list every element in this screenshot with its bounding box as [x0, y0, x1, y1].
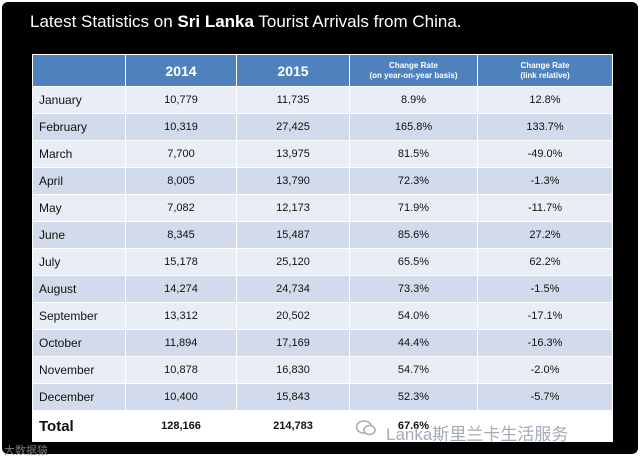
change-yoy-cell: 73.3% [349, 275, 478, 303]
change-link-cell: 62.2% [477, 248, 613, 276]
value-2014-cell: 10,779 [125, 86, 237, 114]
total-change-link-cell [477, 410, 613, 442]
header-2014: 2014 [125, 54, 237, 87]
month-cell: November [32, 356, 126, 384]
value-2014-cell: 10,878 [125, 356, 237, 384]
title-suffix: Tourist Arrivals from China. [258, 12, 462, 31]
value-2014-cell: 11,894 [125, 329, 237, 357]
table-row: July 15,178 25,120 65.5% 62.2% [32, 248, 613, 276]
slide-title: Latest Statistics on Sri Lanka Tourist A… [30, 12, 462, 32]
table-row: December 10,400 15,843 52.3% -5.7% [32, 383, 613, 411]
value-2015-cell: 24,734 [236, 275, 350, 303]
month-cell: June [32, 221, 126, 249]
table-row: March 7,700 13,975 81.5% -49.0% [32, 140, 613, 168]
wechat-logo-icon [355, 420, 376, 436]
month-cell: October [32, 329, 126, 357]
header-change-yoy-line2: (on year-on-year basis) [369, 70, 458, 80]
change-yoy-cell: 71.9% [349, 194, 478, 222]
value-2015-cell: 15,487 [236, 221, 350, 249]
change-link-cell: -49.0% [477, 140, 613, 168]
watermark-small: 大数据猿 [4, 445, 48, 457]
value-2015-cell: 11,735 [236, 86, 350, 114]
value-2015-cell: 13,975 [236, 140, 350, 168]
change-link-cell: 27.2% [477, 221, 613, 249]
value-2014-cell: 8,005 [125, 167, 237, 195]
change-yoy-cell: 52.3% [349, 383, 478, 411]
change-link-cell: -16.3% [477, 329, 613, 357]
header-month [32, 54, 126, 87]
header-change-link-line2: (link relative) [520, 70, 570, 80]
change-yoy-cell: 81.5% [349, 140, 478, 168]
value-2015-cell: 16,830 [236, 356, 350, 384]
change-link-cell: -11.7% [477, 194, 613, 222]
change-link-cell: -5.7% [477, 383, 613, 411]
value-2014-cell: 15,178 [125, 248, 237, 276]
value-2015-cell: 12,173 [236, 194, 350, 222]
change-yoy-cell: 85.6% [349, 221, 478, 249]
change-link-cell: -1.5% [477, 275, 613, 303]
table-row: September 13,312 20,502 54.0% -17.1% [32, 302, 613, 330]
watermark-text: Lanka斯里兰卡生活服务 [386, 425, 569, 444]
total-value-2014-cell: 128,166 [125, 410, 237, 442]
change-yoy-cell: 54.0% [349, 302, 478, 330]
month-cell: May [32, 194, 126, 222]
header-change-link: Change Rate (link relative) [477, 54, 613, 87]
month-cell: January [32, 86, 126, 114]
table-row: August 14,274 24,734 73.3% -1.5% [32, 275, 613, 303]
change-yoy-cell: 8.9% [349, 86, 478, 114]
table-header-row: 2014 2015 Change Rate (on year-on-year b… [32, 54, 613, 87]
table-row: May 7,082 12,173 71.9% -11.7% [32, 194, 613, 222]
change-yoy-cell: 44.4% [349, 329, 478, 357]
slide: Latest Statistics on Sri Lanka Tourist A… [2, 2, 638, 454]
table-body: January 10,779 11,735 8.9% 12.8% February 10,3… [32, 86, 613, 442]
title-prefix: Latest Statistics on [30, 12, 173, 31]
month-cell: December [32, 383, 126, 411]
table-row: February 10,319 27,425 165.8% 133.7% [32, 113, 613, 141]
title-bold: Sri Lanka [177, 12, 254, 31]
month-cell: February [32, 113, 126, 141]
header-change-link-line1: Change Rate [520, 60, 570, 70]
table-row: June 8,345 15,487 85.6% 27.2% [32, 221, 613, 249]
change-yoy-cell: 72.3% [349, 167, 478, 195]
table-row: January 10,779 11,735 8.9% 12.8% [32, 86, 613, 114]
value-2015-cell: 15,843 [236, 383, 350, 411]
value-2014-cell: 10,400 [125, 383, 237, 411]
value-2015-cell: 20,502 [236, 302, 350, 330]
total-value-2015-cell: 214,783 [236, 410, 350, 442]
change-yoy-cell: 165.8% [349, 113, 478, 141]
change-link-cell: -17.1% [477, 302, 613, 330]
value-2014-cell: 13,312 [125, 302, 237, 330]
change-link-cell: 12.8% [477, 86, 613, 114]
value-2014-cell: 10,319 [125, 113, 237, 141]
table-row: April 8,005 13,790 72.3% -1.3% [32, 167, 613, 195]
month-cell: September [32, 302, 126, 330]
value-2015-cell: 17,169 [236, 329, 350, 357]
total-row: Total 128,166 214,783 67.6% [32, 410, 613, 442]
month-cell: March [32, 140, 126, 168]
change-link-cell: 133.7% [477, 113, 613, 141]
value-2014-cell: 14,274 [125, 275, 237, 303]
change-yoy-cell: 54.7% [349, 356, 478, 384]
month-cell: August [32, 275, 126, 303]
table-row: October 11,894 17,169 44.4% -16.3% [32, 329, 613, 357]
month-cell: April [32, 167, 126, 195]
change-link-cell: -2.0% [477, 356, 613, 384]
change-link-cell: -1.3% [477, 167, 613, 195]
statistics-table: 2014 2015 Change Rate (on year-on-year b… [32, 54, 613, 442]
table-row: November 10,878 16,830 54.7% -2.0% [32, 356, 613, 384]
total-month-cell: Total [32, 410, 126, 442]
statistics-table-wrap: 2014 2015 Change Rate (on year-on-year b… [32, 54, 613, 442]
change-yoy-cell: 65.5% [349, 248, 478, 276]
month-cell: July [32, 248, 126, 276]
value-2015-cell: 25,120 [236, 248, 350, 276]
value-2014-cell: 7,700 [125, 140, 237, 168]
value-2014-cell: 7,082 [125, 194, 237, 222]
value-2014-cell: 8,345 [125, 221, 237, 249]
header-change-yoy: Change Rate (on year-on-year basis) [349, 54, 478, 87]
value-2015-cell: 27,425 [236, 113, 350, 141]
header-2015: 2015 [236, 54, 350, 87]
header-change-yoy-line1: Change Rate [389, 60, 438, 70]
value-2015-cell: 13,790 [236, 167, 350, 195]
